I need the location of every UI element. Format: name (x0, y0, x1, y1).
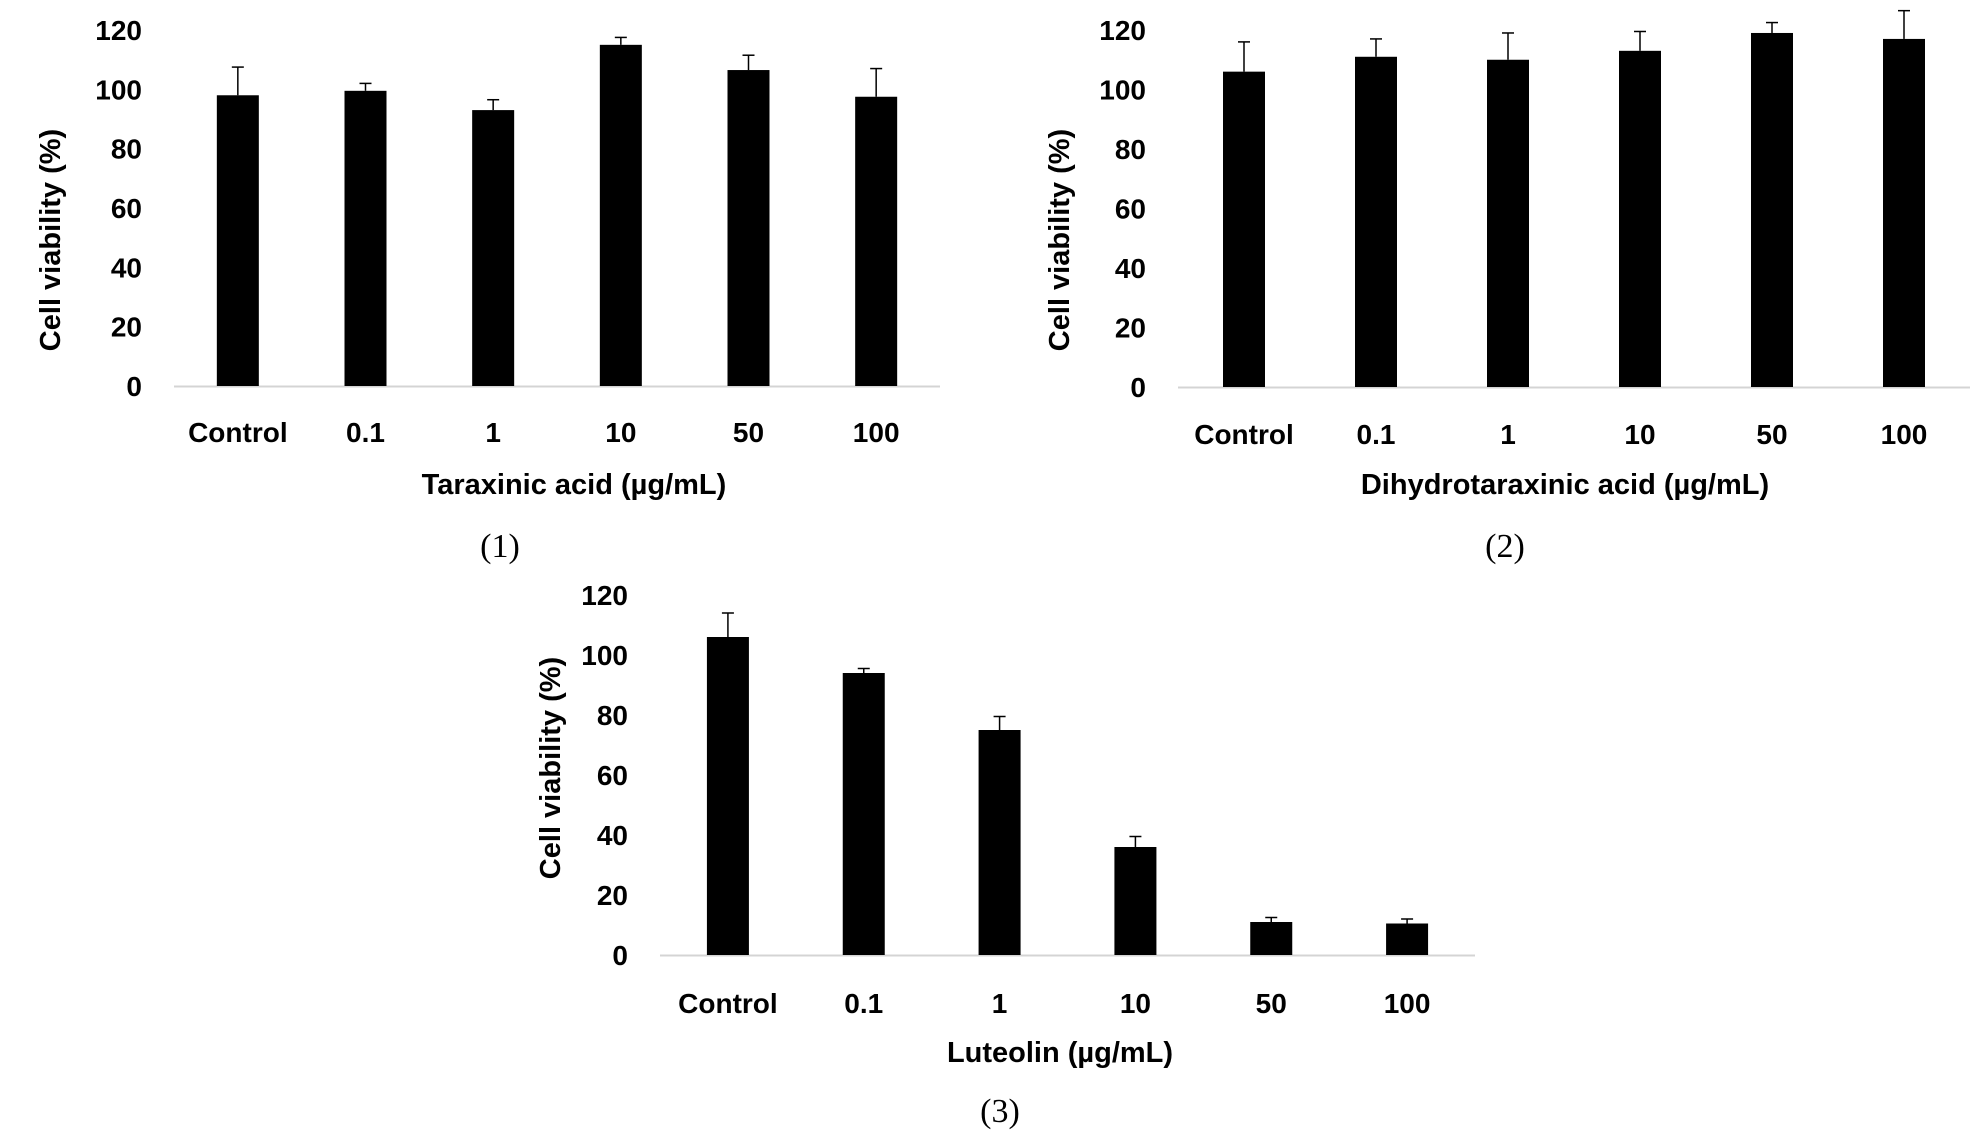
x-tick-label: 10 (1120, 988, 1151, 1019)
y-tick-label: 0 (1130, 372, 1146, 403)
y-tick-label: 100 (1099, 75, 1146, 106)
y-tick-label: 100 (95, 74, 142, 105)
y-axis-label: Cell viability (%) (1044, 129, 1076, 351)
bar (1355, 56, 1397, 388)
y-tick-label: 0 (612, 940, 628, 971)
bar (1250, 922, 1293, 955)
x-tick-label: 1 (992, 988, 1008, 1019)
y-tick-label: 20 (1115, 313, 1146, 344)
x-tick-label: 0.1 (346, 417, 385, 448)
x-axis-label: Taraxinic acid (µg/mL) (422, 469, 727, 501)
x-tick-label: 100 (1384, 988, 1431, 1019)
y-tick-label: 20 (111, 312, 142, 343)
y-tick-label: 80 (597, 700, 628, 731)
chart-panel-taraxinic-acid: Cell viability (%) Taraxinic acid (µg/mL… (35, 15, 940, 565)
bar (978, 730, 1021, 955)
y-tick-label: 80 (1115, 134, 1146, 165)
y-tick-label: 60 (111, 193, 142, 224)
bar (727, 70, 770, 387)
y-tick-label: 120 (1099, 15, 1146, 46)
panel-label: (2) (1485, 528, 1525, 565)
x-tick-label: 0.1 (844, 988, 883, 1019)
bar (1883, 38, 1925, 388)
x-tick-label: 0.1 (1357, 419, 1396, 450)
x-axis-label: Luteolin (µg/mL) (947, 1037, 1173, 1069)
x-tick-label: 50 (1756, 419, 1787, 450)
x-tick-label: Control (678, 988, 778, 1019)
y-tick-label: 40 (111, 252, 142, 283)
bar (1114, 847, 1157, 955)
y-tick-label: 60 (597, 760, 628, 791)
x-tick-label: Control (1194, 419, 1294, 450)
bar (216, 95, 259, 387)
x-tick-label: 1 (485, 417, 501, 448)
y-tick-label: 40 (1115, 253, 1146, 284)
bar (599, 44, 642, 386)
x-tick-label: 100 (1881, 419, 1928, 450)
x-tick-label: 100 (853, 417, 900, 448)
y-tick-label: 0 (126, 371, 142, 402)
bar (842, 673, 885, 955)
bar (1487, 59, 1529, 387)
y-tick-label: 80 (111, 134, 142, 165)
x-tick-label: 50 (733, 417, 764, 448)
y-tick-label: 120 (95, 15, 142, 46)
bar (855, 96, 898, 386)
x-tick-label: 50 (1256, 988, 1287, 1019)
x-axis-label: Dihydrotaraxinic acid (µg/mL) (1361, 469, 1769, 501)
bar (344, 90, 387, 387)
y-tick-label: 40 (597, 820, 628, 851)
y-tick-label: 120 (581, 580, 628, 611)
y-axis-label: Cell viability (%) (535, 657, 567, 879)
y-tick-label: 20 (597, 880, 628, 911)
x-tick-label: Control (188, 417, 288, 448)
x-tick-label: 1 (1500, 419, 1516, 450)
bar (1223, 71, 1265, 388)
x-tick-label: 10 (605, 417, 636, 448)
bar (1386, 923, 1429, 955)
bar (1751, 32, 1793, 387)
bar (1619, 50, 1661, 387)
y-axis-label: Cell viability (%) (35, 129, 67, 351)
bar (706, 637, 749, 955)
chart-panel-dihydrotaraxinic-acid: Cell viability (%) Dihydrotaraxinic acid… (1044, 9, 1970, 565)
y-tick-label: 60 (1115, 194, 1146, 225)
panel-label: (1) (480, 528, 520, 565)
x-tick-label: 10 (1624, 419, 1655, 450)
y-tick-label: 100 (581, 640, 628, 671)
chart-panel-luteolin: Cell viability (%) Luteolin (µg/mL) (3) … (535, 580, 1475, 1130)
bar (472, 110, 515, 386)
panel-label: (3) (980, 1093, 1020, 1130)
